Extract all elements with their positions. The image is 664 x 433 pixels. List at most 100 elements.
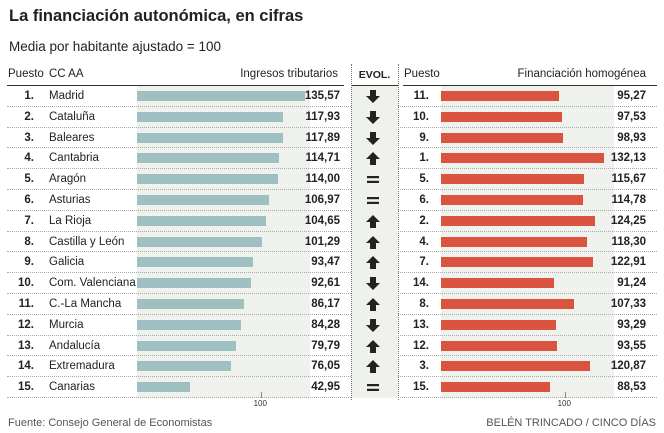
value-ingresos: 117,93: [305, 110, 340, 123]
value-ingresos: 114,00: [305, 173, 340, 186]
row-separator: [7, 355, 351, 357]
bar-ingresos: [137, 111, 283, 122]
arrow-down-icon: [366, 110, 380, 124]
value-financiacion: 118,30: [611, 235, 646, 248]
region-name: Cataluña: [49, 110, 96, 123]
rank-left: 8.: [24, 235, 34, 248]
region-name: Galicia: [49, 256, 85, 269]
bar-financiacion: [441, 111, 562, 122]
row-separator: [7, 168, 351, 170]
value-ingresos: 76,05: [311, 360, 340, 373]
row-separator: [398, 313, 657, 315]
table-row: 14. Extremadura 76,05 3. 120,87: [0, 356, 664, 378]
bar-financiacion: [441, 361, 591, 372]
value-financiacion: 91,24: [617, 277, 646, 290]
value-ingresos: 135,57: [304, 90, 340, 102]
rank-right: 6.: [419, 194, 429, 206]
rank-right: 8.: [419, 298, 429, 310]
header-financiacion: Financiación homogénea: [517, 68, 646, 80]
arrow-down-icon: [366, 90, 380, 103]
value-ingresos: 42,95: [311, 381, 340, 394]
bar-ingresos: [137, 278, 252, 289]
row-separator: [398, 126, 657, 128]
table-row: 3. Baleares 117,89 9. 98,93: [0, 128, 664, 149]
rank-right: 4.: [419, 235, 429, 248]
bar-ingresos: [137, 236, 263, 247]
tick-mark-right: [564, 392, 566, 398]
value-ingresos: 79,79: [311, 339, 340, 352]
rank-left: 4.: [24, 152, 34, 165]
rank-left: 14.: [18, 360, 34, 373]
rank-right: 10.: [413, 110, 429, 123]
arrow-up-icon: [366, 214, 380, 228]
value-financiacion: 98,93: [617, 131, 646, 144]
rank-left: 12.: [18, 318, 34, 331]
arrow-up-icon: [366, 339, 380, 353]
rank-left: 9.: [24, 256, 34, 269]
table-row: 9. Galicia 93,47 7. 122,91: [0, 252, 664, 274]
row-separator: [398, 355, 657, 357]
header-evol: EVOL.: [358, 69, 391, 81]
row-separator: [398, 105, 657, 107]
arrow-up-icon: [366, 298, 380, 311]
region-name: Murcia: [49, 318, 84, 331]
tick-label-left: 100: [253, 399, 267, 408]
arrow-up-icon: [366, 152, 380, 166]
rank-left: 15.: [18, 381, 34, 394]
value-financiacion: 122,91: [610, 256, 646, 269]
row-separator: [398, 376, 657, 378]
row-separator: [398, 168, 657, 170]
bar-financiacion: [441, 236, 588, 247]
divider-right: [398, 64, 399, 400]
bar-financiacion: [441, 340, 557, 351]
row-separator: [398, 334, 657, 336]
rank-right: 7.: [419, 256, 429, 269]
bar-financiacion: [441, 91, 559, 101]
arrow-down-icon: [366, 131, 380, 145]
bar-financiacion: [441, 319, 557, 330]
header-puesto-left: Puesto: [8, 68, 44, 80]
rank-left: 13.: [18, 339, 34, 352]
value-ingresos: 84,28: [311, 318, 340, 331]
row-separator: [7, 251, 351, 253]
rank-right: 5.: [419, 173, 429, 186]
value-financiacion: 95,27: [617, 90, 646, 102]
row-separator: [398, 147, 657, 149]
arrow-up-icon: [366, 235, 380, 249]
bar-ingresos: [137, 340, 236, 351]
arrow-down-icon: [366, 277, 380, 291]
table-row: 2. Cataluña 117,93 10. 97,53: [0, 107, 664, 128]
bar-ingresos: [137, 195, 270, 205]
header-ccaa: CC AA: [49, 68, 84, 80]
row-separator: [7, 147, 351, 149]
bar-financiacion: [441, 215, 595, 226]
row-separator: [398, 396, 657, 398]
row-separator: [7, 396, 351, 398]
rank-right: 14.: [413, 277, 429, 290]
rank-left: 7.: [24, 214, 34, 227]
bar-ingresos: [137, 132, 283, 143]
bar-ingresos: [137, 153, 279, 164]
rank-left: 11.: [18, 298, 34, 310]
rank-left: 10.: [18, 277, 34, 290]
value-financiacion: 107,33: [610, 298, 646, 310]
rank-left: 3.: [24, 131, 34, 144]
bar-ingresos: [137, 299, 244, 309]
row-separator: [398, 230, 657, 232]
bar-ingresos: [137, 382, 191, 393]
value-ingresos: 86,17: [311, 298, 340, 310]
region-name: Com. Valenciana: [49, 277, 136, 290]
bar-financiacion: [441, 257, 593, 268]
rank-right: 11.: [413, 90, 429, 102]
region-name: Madrid: [49, 90, 85, 102]
value-financiacion: 120,87: [610, 360, 646, 373]
row-separator: [7, 126, 351, 128]
equal-icon: [366, 381, 380, 394]
equal-icon: [366, 173, 380, 186]
header-rule-left: [7, 85, 344, 86]
bar-financiacion: [441, 132, 564, 143]
bar-financiacion: [441, 174, 584, 185]
bar-ingresos: [137, 257, 253, 268]
tick-mark-left: [260, 392, 262, 398]
rank-left: 1.: [24, 90, 34, 102]
